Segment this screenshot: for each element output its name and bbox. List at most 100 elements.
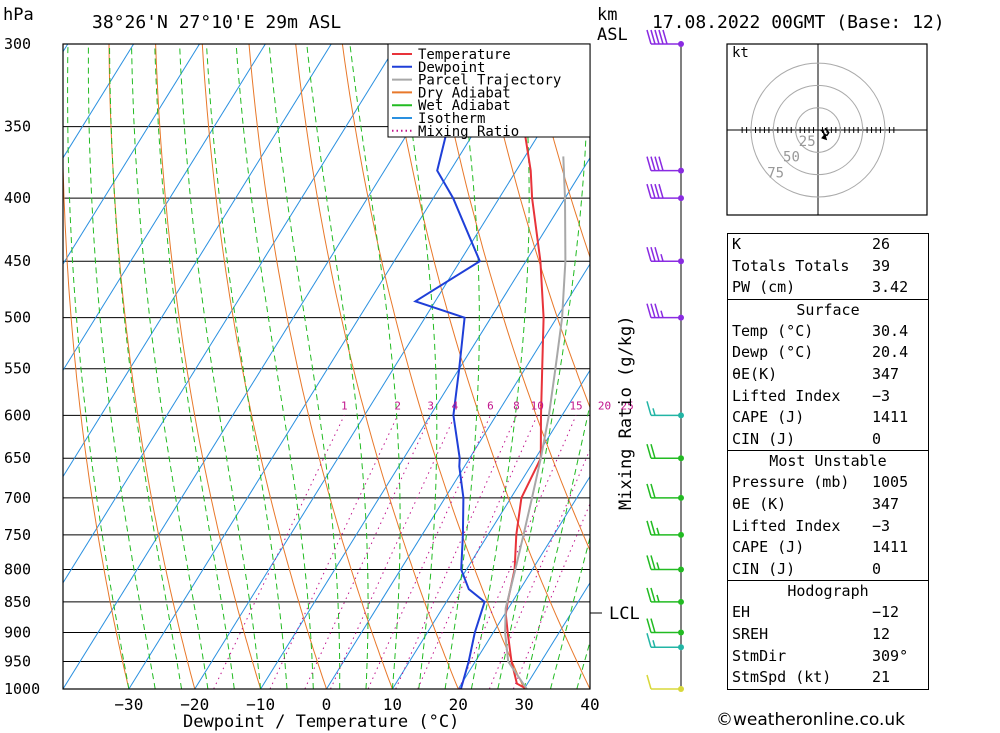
dry-adiabat-line (108, 44, 196, 689)
index-row: Dewp (°C) 20.4 (728, 342, 928, 364)
index-row: CIN (J) 0 (728, 559, 928, 581)
mixing-ratio-label: 2 (394, 399, 401, 412)
wind-barb (646, 29, 684, 47)
wet-adiabat-line (131, 44, 209, 689)
wet-adiabat-line (179, 44, 262, 689)
index-row: Lifted Index −3 (728, 516, 928, 538)
wind-barb-feather (650, 29, 656, 45)
mixing-ratio-line (395, 415, 517, 689)
hodograph-ring-label: 75 (767, 165, 784, 181)
mixing-ratio-label: 20 (598, 399, 611, 412)
wind-barb-feather (650, 520, 656, 536)
index-value: 309° (872, 646, 909, 665)
height-unit-km: km (597, 5, 617, 25)
legend-label: Temperature (418, 47, 511, 63)
isotherm-line (63, 44, 398, 584)
isotherm-line (63, 44, 332, 478)
legend-label: Dewpoint (418, 60, 485, 76)
index-row: Temp (°C) 30.4 (728, 321, 928, 343)
mixing-ratio-line (512, 502, 590, 689)
wind-barb (646, 587, 684, 605)
wind-barb-half-feather (656, 562, 660, 570)
index-row: Pressure (mb) 1005 (728, 472, 928, 494)
site-credit[interactable]: ©weatheronline.co.uk (716, 710, 906, 730)
temperature-tick-label: 40 (580, 695, 599, 714)
wind-barb-feather (650, 247, 656, 262)
pressure-tick-label: 600 (4, 406, 31, 424)
pressure-tick-label: 400 (4, 189, 31, 207)
wind-barb-feather (646, 247, 652, 262)
index-value: 1411 (872, 408, 909, 427)
wet-adiabat-line (154, 44, 235, 689)
wind-barb (646, 183, 684, 202)
index-label: Totals Totals (732, 256, 850, 275)
wind-barb-feather (646, 303, 652, 318)
surface-title: Surface (796, 300, 860, 319)
index-row: θE(K) 347 (728, 364, 928, 386)
legend-label: Dry Adiabat (418, 85, 511, 101)
dry-adiabat-line (201, 44, 327, 689)
pressure-tick-label: 500 (4, 309, 31, 327)
hodograph-ring (750, 62, 886, 198)
most-unstable-title: Most Unstable (769, 452, 887, 471)
wet-adiabat-line (349, 44, 401, 689)
temperature-tick-label: −20 (180, 695, 209, 714)
index-label: CIN (J) (732, 429, 796, 448)
index-row: StmDir 309° (728, 646, 928, 668)
wind-barb-feather (646, 555, 652, 570)
index-label: CIN (J) (732, 559, 796, 578)
legend-label: Parcel Trajectory (418, 73, 561, 89)
plot-frame (62, 43, 591, 690)
legend-label: Isotherm (418, 111, 485, 127)
wind-barb-feather (650, 555, 656, 570)
index-value: 1005 (872, 473, 909, 492)
mixing-ratio-label: 1 (341, 399, 348, 412)
hodograph-unit: kt (732, 45, 749, 61)
wind-barb-feather (646, 29, 652, 45)
wind-barb (646, 618, 684, 636)
mixing-ratio-line (367, 415, 491, 689)
wind-barb-feather (658, 29, 664, 45)
lcl-label: LCL (609, 604, 640, 624)
wind-barb-feather (650, 444, 656, 459)
index-value: 20.4 (872, 343, 909, 362)
wet-adiabat-line (67, 44, 130, 689)
pressure-tick-label: 450 (4, 252, 31, 270)
dry-adiabat-line (388, 44, 590, 689)
pressure-tick-label: 650 (4, 449, 31, 467)
isotherm-line (128, 44, 530, 689)
index-label: Lifted Index (732, 386, 841, 405)
wind-barb-feather (654, 247, 660, 262)
wind-barb (646, 156, 684, 174)
height-unit-asl: ASL (597, 25, 628, 45)
hodograph-section: Hodograph EH −12 SREH 12 StmDir 309° StmSpd (k… (728, 580, 928, 688)
wind-barb-feather (650, 618, 656, 633)
dry-adiabat-line (528, 44, 590, 259)
temperature-tick-label: 0 (322, 695, 332, 714)
index-label: StmDir (732, 646, 787, 665)
temperature-tick-label: −10 (246, 695, 275, 714)
sounding-profiles (413, 44, 567, 689)
station-location: 38°26'N 27°10'E 29m ASL (92, 12, 341, 33)
pressure-tick-label: 800 (4, 560, 31, 578)
index-row: PW (cm) 3.42 (728, 277, 928, 299)
index-row: CAPE (J) 1411 (728, 407, 928, 429)
isotherm-line (194, 50, 590, 689)
isotherm-line (63, 44, 464, 689)
temperature-tick-label: 30 (514, 695, 533, 714)
pressure-tick-label: 1000 (4, 680, 40, 698)
hodograph-arrow (821, 133, 828, 141)
pressure-tick-label: 950 (4, 653, 31, 671)
dry-adiabat-line (435, 44, 590, 552)
wind-barb-feather (646, 520, 652, 536)
mixing-ratio-axis-title: Mixing Ratio (g/kg) (616, 316, 636, 510)
wind-barb (646, 401, 684, 419)
dry-adiabat-line (155, 44, 262, 689)
wind-barb (646, 555, 684, 573)
mixing-ratio-label: 6 (487, 399, 494, 412)
isotherm-line (326, 263, 590, 689)
index-value: 3.42 (872, 278, 909, 297)
index-label: EH (732, 603, 751, 622)
index-row: SREH 12 (728, 624, 928, 646)
